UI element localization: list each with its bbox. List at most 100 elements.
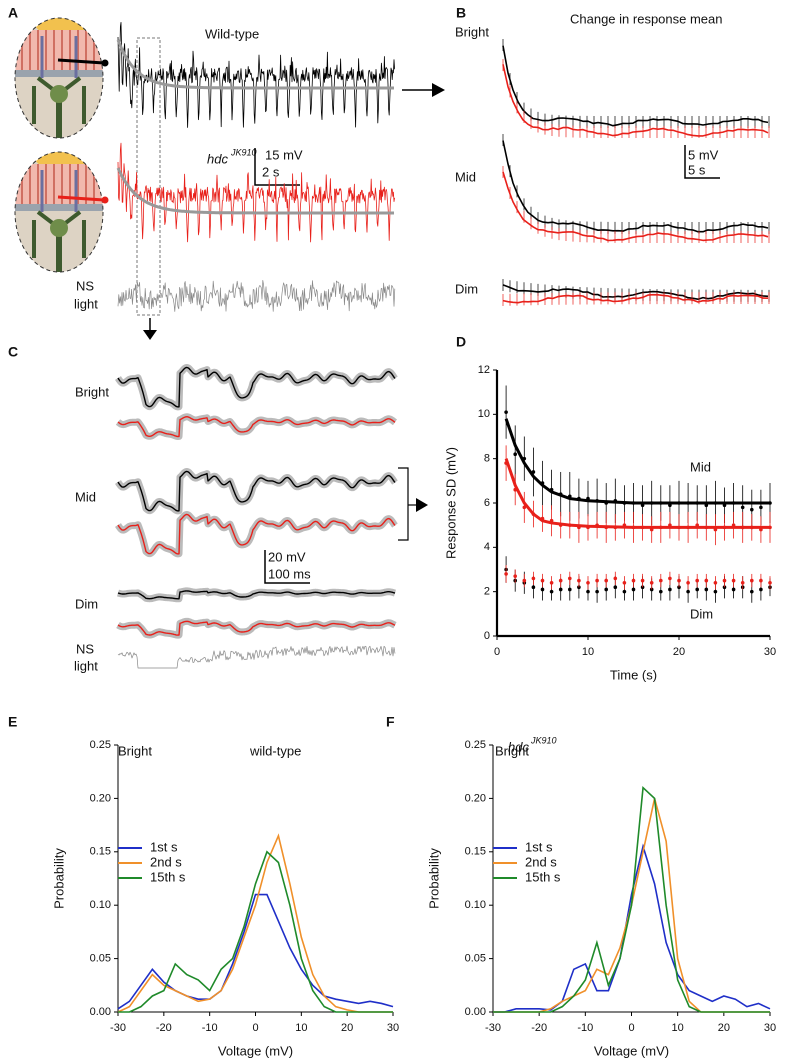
- stim-label: NS: [76, 278, 94, 293]
- point: [686, 589, 690, 594]
- y-tick-label: 0.20: [465, 792, 486, 804]
- y-tick-label: 0.05: [90, 953, 111, 965]
- x-tick-label: -30: [485, 1022, 501, 1034]
- y-axis-label: Response SD (mV): [443, 447, 458, 559]
- point: [568, 587, 572, 592]
- x-tick-label: -20: [156, 1022, 172, 1034]
- trace-label-sup: JK910: [230, 147, 257, 157]
- stimulus-trace: [117, 279, 396, 312]
- point: [531, 585, 536, 590]
- y-tick-label: 10: [478, 408, 490, 420]
- point: [722, 578, 727, 583]
- y-tick-label: 0.10: [465, 899, 486, 911]
- arrow-head: [143, 330, 157, 340]
- y-tick-label: 2: [484, 586, 490, 598]
- point: [549, 589, 554, 594]
- y-tick-label: 0.10: [90, 899, 111, 911]
- point: [513, 452, 517, 457]
- point: [522, 505, 527, 510]
- arrow-head: [432, 83, 445, 97]
- trace: [117, 590, 396, 600]
- x-tick-label: 30: [764, 646, 776, 658]
- scale-bar: [684, 145, 720, 179]
- point: [586, 581, 590, 585]
- point: [740, 581, 745, 585]
- point: [768, 581, 772, 585]
- x-tick-label: 0: [494, 646, 500, 658]
- y-tick-label: 0.15: [465, 846, 486, 858]
- trace-label: hdc: [207, 151, 228, 166]
- series-line: [493, 786, 770, 1013]
- x-tick-label: -20: [531, 1022, 547, 1034]
- row-label: Mid: [75, 489, 96, 504]
- y-axis-label: Probability: [426, 848, 441, 909]
- x-tick-label: 10: [672, 1022, 684, 1034]
- point: [613, 576, 618, 581]
- point: [731, 578, 736, 583]
- point: [568, 576, 572, 581]
- point: [631, 587, 636, 592]
- panel-title: Change in response mean: [570, 11, 723, 26]
- series-line: [118, 850, 393, 1013]
- chart-title: wild-type: [249, 743, 301, 758]
- point: [540, 587, 545, 592]
- point: [750, 578, 754, 583]
- point: [695, 587, 699, 592]
- trace: [502, 171, 769, 242]
- electrode: [57, 58, 105, 65]
- trace-halo: [115, 617, 398, 639]
- point: [586, 589, 590, 594]
- point: [704, 578, 709, 583]
- trace: [502, 64, 769, 137]
- fly-icon: [12, 0, 116, 141]
- stim-label: light: [74, 296, 98, 311]
- bracket: [398, 467, 409, 541]
- annotation: Mid: [690, 459, 711, 474]
- x-tick-label: 0: [252, 1022, 258, 1034]
- y-tick-label: 0.15: [90, 846, 111, 858]
- point: [622, 589, 627, 594]
- legend-label: 2nd s: [525, 854, 557, 869]
- scale-label: 2 s: [262, 164, 280, 179]
- point: [686, 581, 690, 585]
- point: [540, 578, 545, 583]
- stim-label: NS: [76, 641, 94, 656]
- y-tick-label: 0.00: [465, 1006, 486, 1018]
- trace: [117, 142, 395, 243]
- trace: [117, 366, 396, 408]
- electrode-tip: [101, 59, 109, 67]
- point: [668, 587, 672, 592]
- trace: [502, 293, 769, 304]
- series-line: [493, 843, 771, 1013]
- trace: [117, 620, 396, 636]
- y-tick-label: 0.25: [465, 739, 486, 751]
- point: [604, 578, 608, 583]
- x-tick-label: 10: [582, 646, 594, 658]
- y-tick-label: 8: [484, 453, 490, 465]
- point: [640, 578, 645, 583]
- legend-label: 1st s: [150, 839, 178, 854]
- scale-label: 5 s: [688, 162, 706, 177]
- point: [759, 578, 763, 583]
- point: [713, 589, 718, 594]
- row-label: Bright: [455, 24, 489, 39]
- scale-label: 5 mV: [688, 147, 719, 162]
- point: [513, 574, 517, 578]
- trace-halo: [115, 587, 398, 603]
- point: [622, 581, 627, 585]
- point: [558, 578, 563, 583]
- point: [631, 578, 636, 583]
- x-axis-label: Voltage (mV): [594, 1043, 669, 1058]
- point: [759, 505, 763, 510]
- electrode-tip: [101, 196, 109, 204]
- point: [549, 581, 554, 585]
- row-label: Dim: [455, 281, 478, 296]
- x-tick-label: 20: [341, 1022, 353, 1034]
- trace-halo: [115, 511, 398, 558]
- scale-label: 20 mV: [268, 549, 306, 564]
- panel-label: E: [8, 714, 17, 730]
- panel-label: C: [8, 344, 18, 360]
- point: [504, 572, 508, 576]
